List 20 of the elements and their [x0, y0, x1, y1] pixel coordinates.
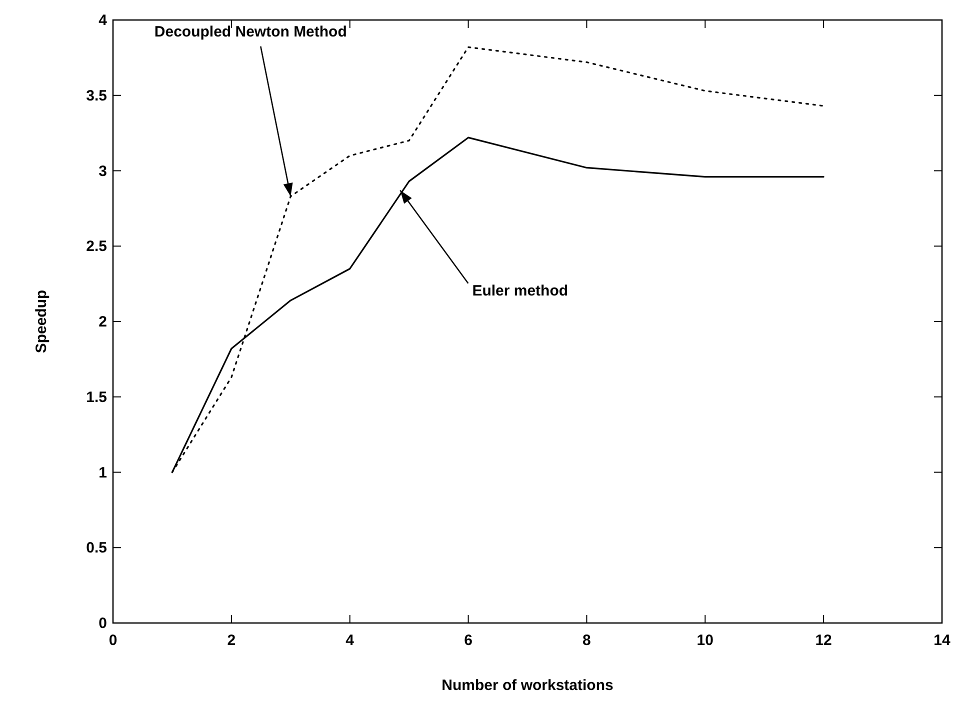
y-tick-label: 0.5	[86, 540, 107, 557]
x-tick-label: 6	[464, 632, 472, 649]
y-tick-label: 2.5	[86, 238, 107, 256]
x-axis-title: Number of workstations	[442, 677, 614, 694]
annotation: Decoupled Newton Method	[154, 23, 347, 40]
x-tick-label: 2	[227, 632, 236, 649]
y-axis-title: Speedup	[33, 290, 50, 354]
y-tick-label: 4	[98, 12, 108, 29]
y-tick-label: 3.5	[86, 87, 107, 104]
x-tick-label: 4	[346, 632, 355, 649]
annotation: Euler method	[472, 282, 568, 300]
x-tick-label: 10	[696, 632, 714, 649]
y-tick-label: 2	[98, 314, 107, 330]
y-tick-label: 3	[98, 162, 107, 180]
y-tick-label: 1	[98, 464, 107, 482]
x-tick-label: 14	[934, 632, 951, 649]
x-tick-label: 12	[815, 632, 832, 649]
y-tick-label: 1.5	[86, 388, 107, 406]
y-tick-label: 0	[98, 615, 107, 632]
x-tick-label: 8	[582, 632, 591, 649]
